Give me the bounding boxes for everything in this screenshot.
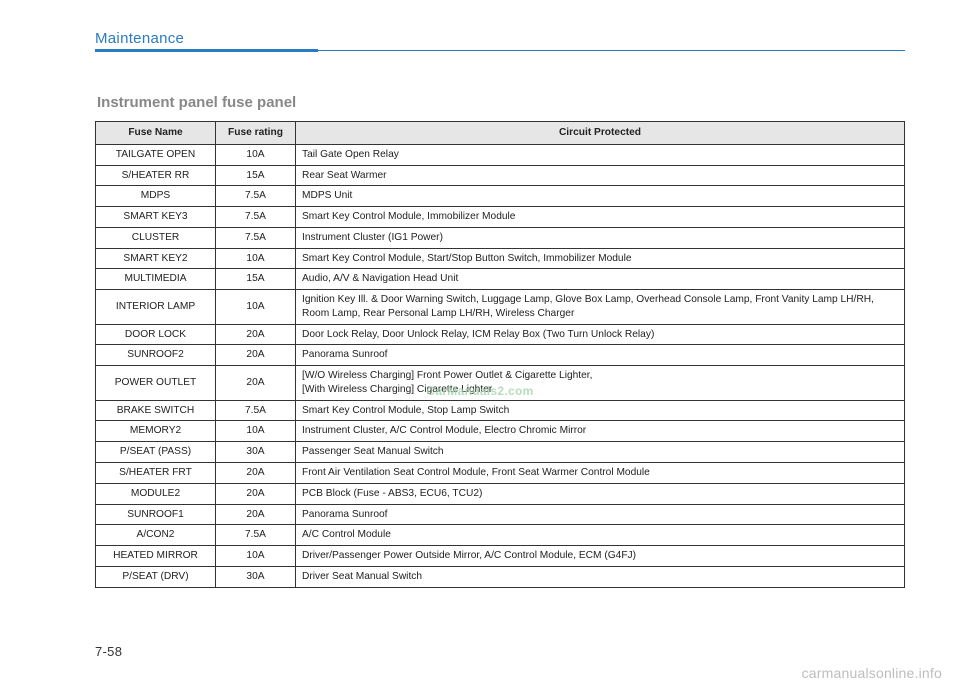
- cell-fuse-name: TAILGATE OPEN: [96, 144, 216, 165]
- cell-fuse-rating: 10A: [216, 144, 296, 165]
- cell-fuse-name: MDPS: [96, 186, 216, 207]
- section-rule-thick: [95, 49, 318, 52]
- cell-fuse-name: SUNROOF1: [96, 504, 216, 525]
- cell-fuse-rating: 10A: [216, 290, 296, 325]
- cell-fuse-name: A/CON2: [96, 525, 216, 546]
- cell-fuse-name: BRAKE SWITCH: [96, 400, 216, 421]
- col-header-circuit-protected: Circuit Protected: [296, 122, 905, 145]
- cell-fuse-rating: 10A: [216, 248, 296, 269]
- col-header-fuse-name: Fuse Name: [96, 122, 216, 145]
- cell-circuit-protected: Door Lock Relay, Door Unlock Relay, ICM …: [296, 324, 905, 345]
- table-row: SUNROOF120APanorama Sunroof: [96, 504, 905, 525]
- table-row: SUNROOF220APanorama Sunroof: [96, 345, 905, 366]
- cell-fuse-name: SUNROOF2: [96, 345, 216, 366]
- cell-fuse-rating: 20A: [216, 366, 296, 401]
- cell-fuse-rating: 20A: [216, 504, 296, 525]
- manual-page: Maintenance Instrument panel fuse panel …: [0, 0, 960, 689]
- table-row: S/HEATER RR15ARear Seat Warmer: [96, 165, 905, 186]
- table-row: MODULE220APCB Block (Fuse - ABS3, ECU6, …: [96, 483, 905, 504]
- table-row: TAILGATE OPEN10ATail Gate Open Relay: [96, 144, 905, 165]
- page-number: 7-58: [95, 644, 122, 659]
- table-header-row: Fuse Name Fuse rating Circuit Protected: [96, 122, 905, 145]
- cell-fuse-rating: 15A: [216, 269, 296, 290]
- table-row: CLUSTER7.5AInstrument Cluster (IG1 Power…: [96, 227, 905, 248]
- table-row: MDPS7.5AMDPS Unit: [96, 186, 905, 207]
- cell-fuse-name: MODULE2: [96, 483, 216, 504]
- footer-brand: carmanualsonline.info: [802, 665, 942, 681]
- cell-circuit-protected: PCB Block (Fuse - ABS3, ECU6, TCU2): [296, 483, 905, 504]
- table-row: HEATED MIRROR10ADriver/Passenger Power O…: [96, 546, 905, 567]
- table-row: SMART KEY210ASmart Key Control Module, S…: [96, 248, 905, 269]
- cell-fuse-rating: 15A: [216, 165, 296, 186]
- cell-fuse-rating: 20A: [216, 483, 296, 504]
- col-header-fuse-rating: Fuse rating: [216, 122, 296, 145]
- cell-circuit-protected: Rear Seat Warmer: [296, 165, 905, 186]
- cell-circuit-protected: Driver/Passenger Power Outside Mirror, A…: [296, 546, 905, 567]
- cell-circuit-protected: Passenger Seat Manual Switch: [296, 442, 905, 463]
- cell-fuse-rating: 7.5A: [216, 207, 296, 228]
- table-row: MULTIMEDIA15AAudio, A/V & Navigation Hea…: [96, 269, 905, 290]
- table-row: S/HEATER FRT20AFront Air Ventilation Sea…: [96, 463, 905, 484]
- table-row: P/SEAT (DRV)30ADriver Seat Manual Switch: [96, 566, 905, 587]
- cell-circuit-protected: Ignition Key Ill. & Door Warning Switch,…: [296, 290, 905, 325]
- cell-fuse-name: HEATED MIRROR: [96, 546, 216, 567]
- cell-fuse-rating: 30A: [216, 442, 296, 463]
- cell-circuit-protected: Smart Key Control Module, Stop Lamp Swit…: [296, 400, 905, 421]
- cell-fuse-rating: 10A: [216, 546, 296, 567]
- cell-fuse-rating: 30A: [216, 566, 296, 587]
- fuse-table: Fuse Name Fuse rating Circuit Protected …: [95, 121, 905, 588]
- cell-fuse-name: MEMORY2: [96, 421, 216, 442]
- cell-circuit-protected: Smart Key Control Module, Start/Stop But…: [296, 248, 905, 269]
- cell-fuse-rating: 20A: [216, 463, 296, 484]
- cell-circuit-protected: Instrument Cluster, A/C Control Module, …: [296, 421, 905, 442]
- cell-circuit-protected: Instrument Cluster (IG1 Power): [296, 227, 905, 248]
- cell-fuse-rating: 7.5A: [216, 227, 296, 248]
- cell-fuse-name: CLUSTER: [96, 227, 216, 248]
- cell-circuit-protected: A/C Control Module: [296, 525, 905, 546]
- cell-fuse-name: SMART KEY2: [96, 248, 216, 269]
- cell-circuit-protected: Driver Seat Manual Switch: [296, 566, 905, 587]
- cell-fuse-name: S/HEATER FRT: [96, 463, 216, 484]
- table-row: BRAKE SWITCH7.5ASmart Key Control Module…: [96, 400, 905, 421]
- cell-circuit-protected: Audio, A/V & Navigation Head Unit: [296, 269, 905, 290]
- section-label: Maintenance: [95, 30, 905, 48]
- cell-fuse-rating: 10A: [216, 421, 296, 442]
- cell-fuse-name: INTERIOR LAMP: [96, 290, 216, 325]
- cell-fuse-name: P/SEAT (DRV): [96, 566, 216, 587]
- cell-fuse-name: SMART KEY3: [96, 207, 216, 228]
- cell-fuse-rating: 7.5A: [216, 400, 296, 421]
- cell-fuse-name: DOOR LOCK: [96, 324, 216, 345]
- table-row: SMART KEY37.5ASmart Key Control Module, …: [96, 207, 905, 228]
- section-rule-thin: [318, 50, 905, 51]
- table-row: DOOR LOCK20ADoor Lock Relay, Door Unlock…: [96, 324, 905, 345]
- table-row: MEMORY210AInstrument Cluster, A/C Contro…: [96, 421, 905, 442]
- cell-circuit-protected: Front Air Ventilation Seat Control Modul…: [296, 463, 905, 484]
- table-row: POWER OUTLET20A[W/O Wireless Charging] F…: [96, 366, 905, 401]
- cell-fuse-rating: 7.5A: [216, 186, 296, 207]
- page-subtitle: Instrument panel fuse panel: [97, 94, 905, 111]
- cell-fuse-name: MULTIMEDIA: [96, 269, 216, 290]
- section-rule: [95, 49, 905, 52]
- table-row: INTERIOR LAMP10AIgnition Key Ill. & Door…: [96, 290, 905, 325]
- cell-fuse-rating: 7.5A: [216, 525, 296, 546]
- cell-fuse-name: P/SEAT (PASS): [96, 442, 216, 463]
- cell-circuit-protected: Smart Key Control Module, Immobilizer Mo…: [296, 207, 905, 228]
- cell-circuit-protected: [W/O Wireless Charging] Front Power Outl…: [296, 366, 905, 401]
- cell-circuit-protected: Panorama Sunroof: [296, 504, 905, 525]
- cell-fuse-rating: 20A: [216, 345, 296, 366]
- table-row: A/CON27.5AA/C Control Module: [96, 525, 905, 546]
- cell-circuit-protected: Panorama Sunroof: [296, 345, 905, 366]
- cell-fuse-name: POWER OUTLET: [96, 366, 216, 401]
- cell-circuit-protected: MDPS Unit: [296, 186, 905, 207]
- cell-circuit-protected: Tail Gate Open Relay: [296, 144, 905, 165]
- cell-fuse-name: S/HEATER RR: [96, 165, 216, 186]
- cell-fuse-rating: 20A: [216, 324, 296, 345]
- table-row: P/SEAT (PASS)30APassenger Seat Manual Sw…: [96, 442, 905, 463]
